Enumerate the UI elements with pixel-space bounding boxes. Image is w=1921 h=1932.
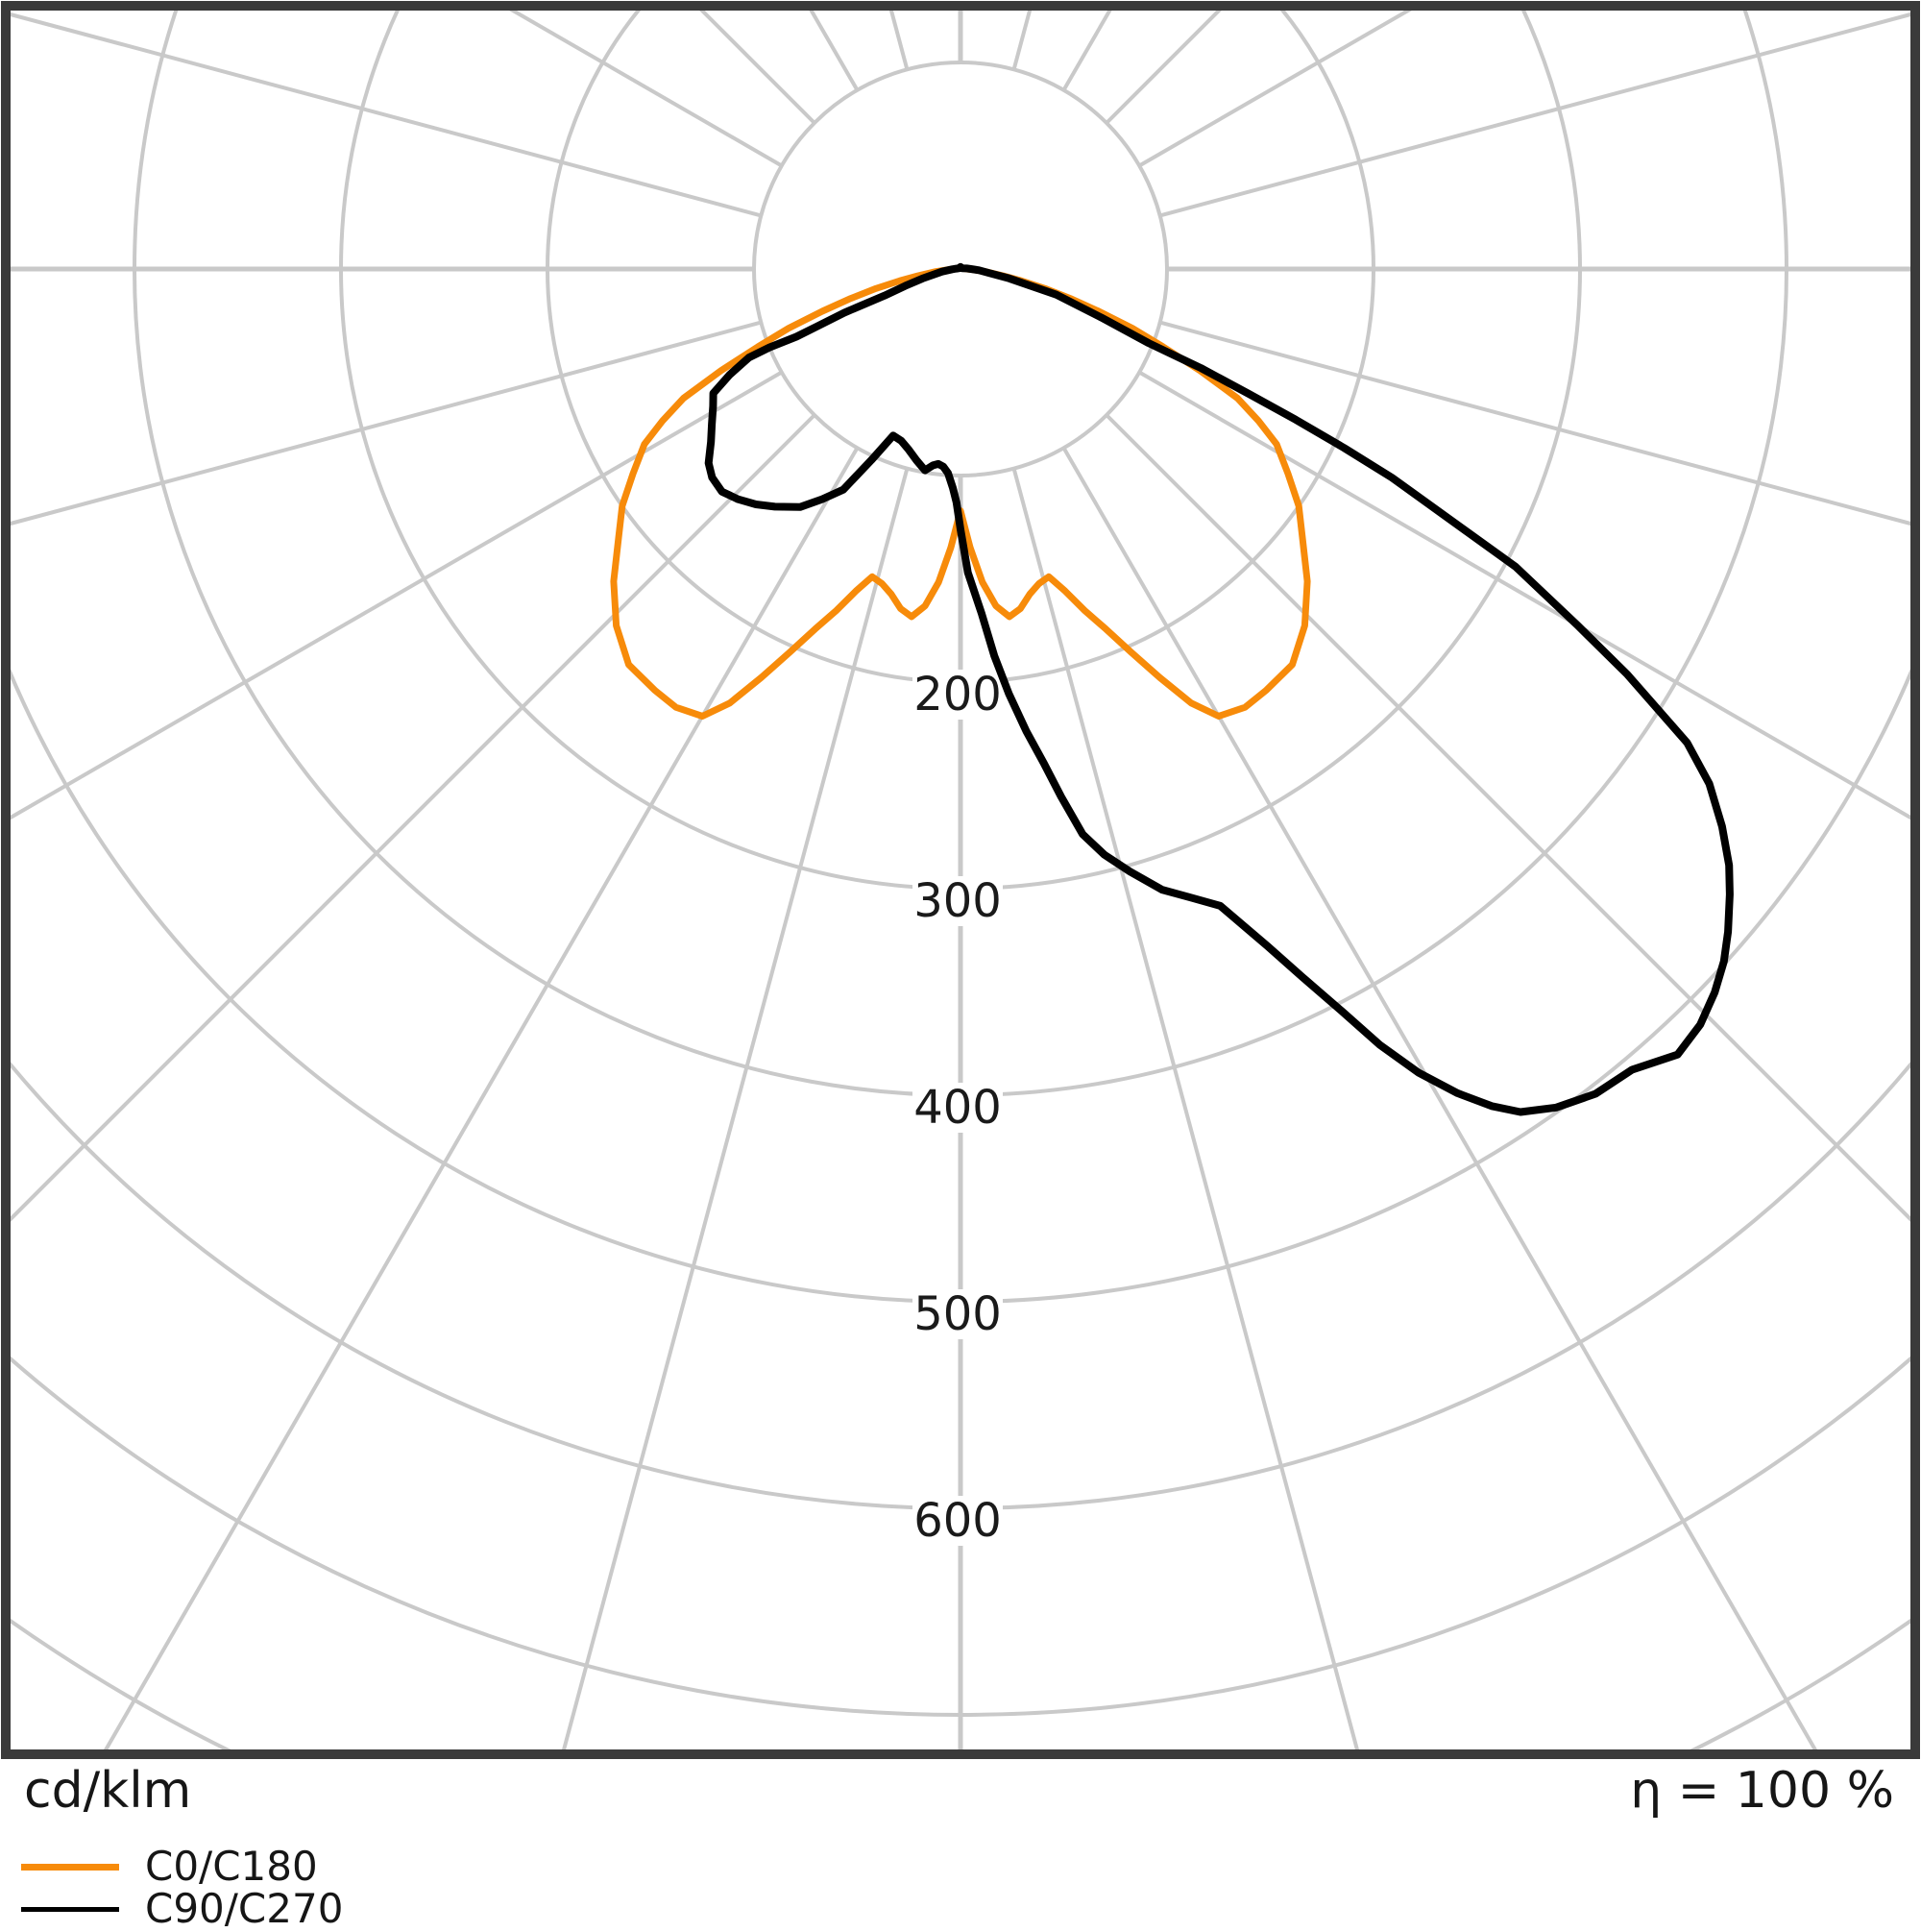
grid-radial-line [1160,0,1921,215]
grid-radial-line [0,323,761,1015]
legend-line-c90-c270-icon [21,1907,119,1912]
grid-radial-line [1106,415,1921,1921]
legend: C0/C180 C90/C270 [21,1846,343,1930]
grid-radial-line [215,469,908,1921]
efficiency-label: η = 100 % [1630,1764,1894,1819]
legend-label-c90-c270: C90/C270 [145,1889,343,1929]
radial-tick-label: 500 [913,1287,1002,1341]
grid-radial-line [1106,0,1921,123]
grid-radial-line [1064,448,1921,1921]
radial-axis-labels: 200 300 400 500 600 [912,668,1003,1548]
curve-c90-c270 [709,267,1730,1113]
legend-item-c90-c270: C90/C270 [21,1888,343,1930]
legend-label-c0-c180: C0/C180 [145,1846,318,1887]
unit-label: cd/klm [24,1764,191,1819]
legend-line-c0-c180-icon [21,1864,119,1871]
grid-radial-line [0,0,761,215]
legend-item-c0-c180: C0/C180 [21,1846,343,1888]
radial-tick-label: 600 [913,1494,1002,1548]
radial-tick-label: 400 [913,1081,1002,1135]
radial-tick-label: 300 [913,874,1002,928]
grid-radial-line [0,0,815,123]
radial-tick-label: 200 [913,668,1002,721]
grid-radial-line [0,448,858,1921]
grid-radial-line [1160,323,1921,1015]
grid-radial-line [0,415,815,1921]
grid-radial-line [1014,469,1707,1921]
